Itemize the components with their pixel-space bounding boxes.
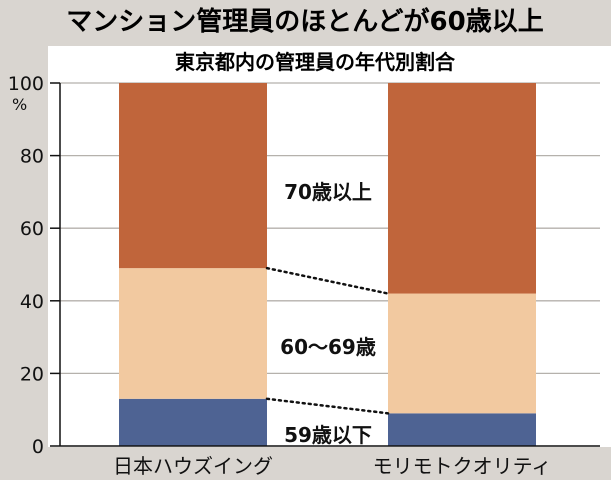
bar-segment bbox=[119, 268, 267, 399]
x-tick-label: モリモトクオリティ bbox=[373, 454, 552, 478]
y-axis: 0 20 40 60 80 100 bbox=[8, 73, 600, 458]
segment-annotation: 59歳以下 bbox=[284, 423, 372, 447]
chart-subtitle: 東京都内の管理員の年代別割合 bbox=[175, 50, 456, 74]
y-tick-label: 0 bbox=[32, 436, 44, 458]
connector-line bbox=[265, 397, 390, 415]
y-tick-label: 80 bbox=[20, 146, 44, 168]
bar-segment bbox=[388, 83, 536, 294]
bar-segment bbox=[388, 413, 536, 446]
y-tick-label: 60 bbox=[20, 218, 44, 240]
bar-segment bbox=[388, 293, 536, 414]
chart-title: マンション管理員のほとんどが60歳以上 bbox=[66, 6, 543, 37]
y-tick-label: 100 bbox=[8, 73, 44, 95]
y-axis-unit-label: % bbox=[12, 95, 27, 114]
connector-lines bbox=[265, 266, 390, 415]
bar-segment bbox=[119, 83, 267, 269]
x-axis-labels: 日本ハウズイング モリモトクオリティ bbox=[113, 454, 551, 478]
segment-annotation: 70歳以上 bbox=[284, 180, 372, 204]
segment-annotations: 70歳以上 60〜69歳 59歳以下 bbox=[280, 180, 376, 447]
y-tick-label: 20 bbox=[20, 363, 44, 385]
segment-annotation: 60〜69歳 bbox=[280, 335, 376, 359]
x-tick-label: 日本ハウズイング bbox=[113, 454, 273, 478]
bars bbox=[119, 83, 536, 446]
connector-line bbox=[265, 266, 390, 295]
bar-segment bbox=[119, 398, 267, 446]
y-tick-label: 40 bbox=[20, 291, 44, 313]
